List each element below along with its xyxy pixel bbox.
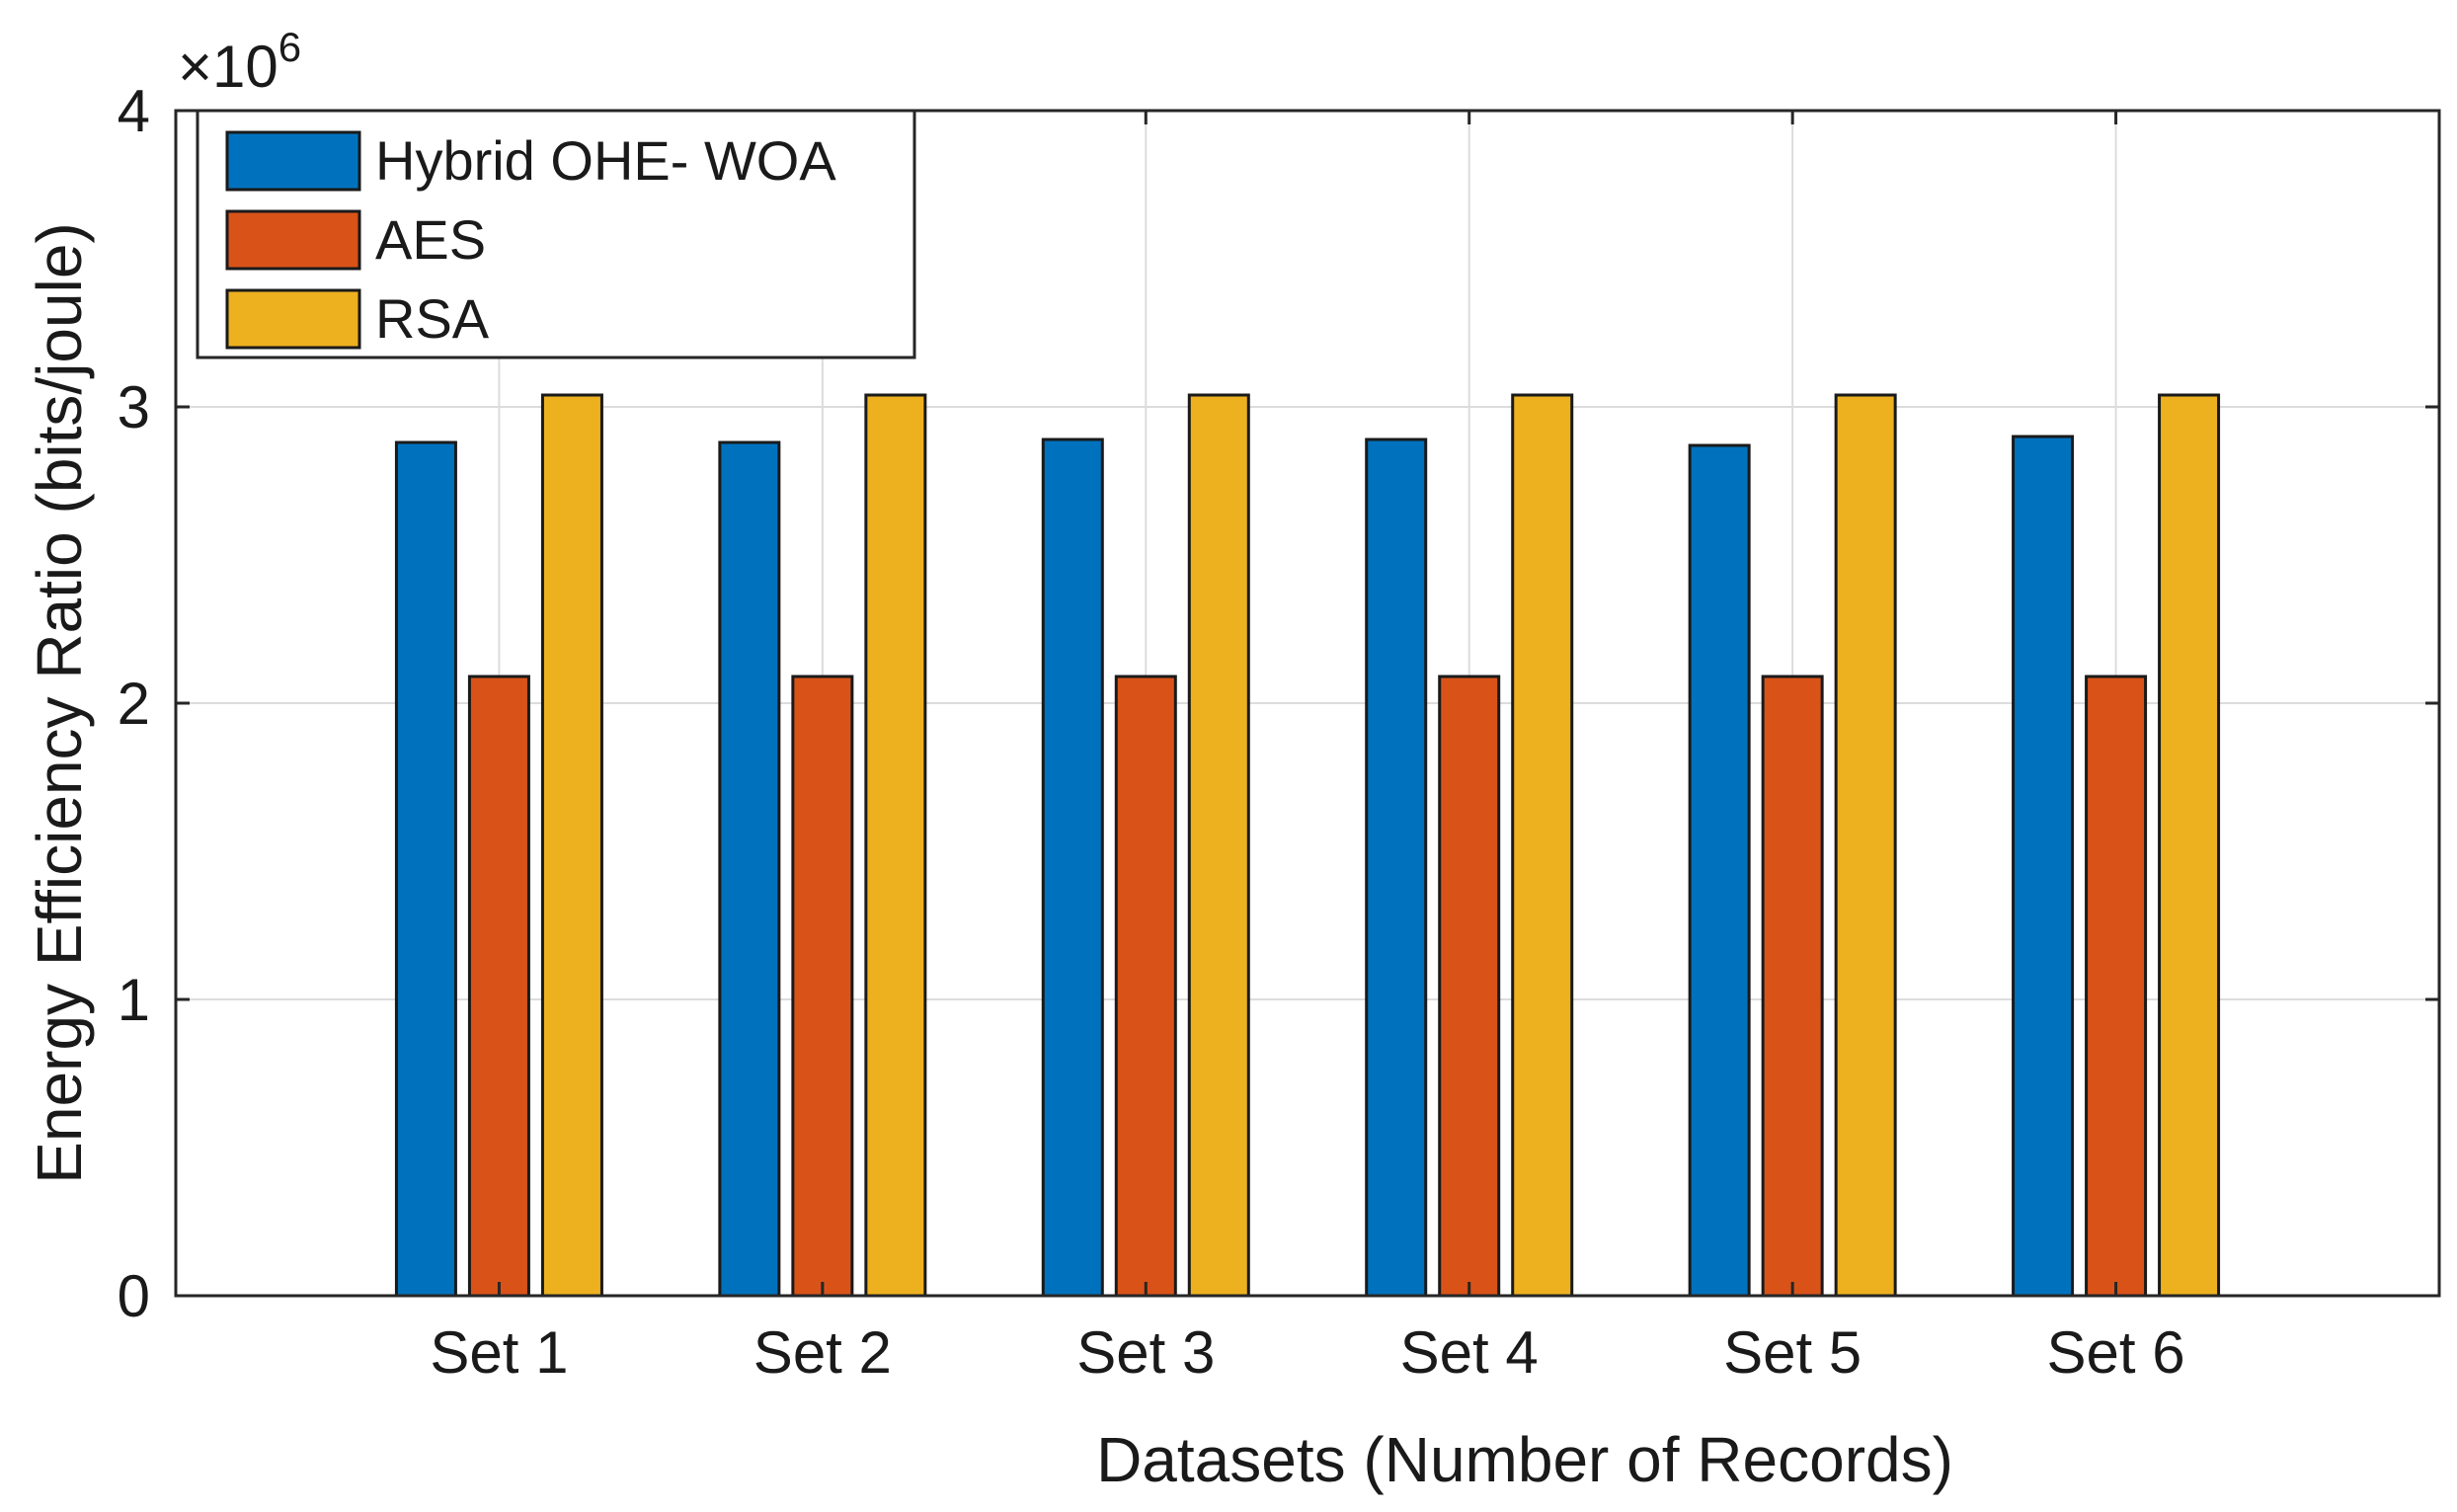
legend-label: RSA <box>375 287 490 350</box>
bar-aes-set-4 <box>1438 675 1501 1298</box>
bar-aes-set-5 <box>1761 675 1824 1298</box>
bar-rsa-set-4 <box>1511 393 1574 1298</box>
legend-swatch <box>225 288 361 350</box>
legend-swatch <box>225 130 361 192</box>
x-tick-label: Set 4 <box>1400 1319 1539 1386</box>
bar-hybrid-ohe-woa-set-3 <box>1041 438 1104 1298</box>
x-tick-label: Set 6 <box>2047 1319 2185 1386</box>
legend-label: Hybrid OHE- WOA <box>375 129 836 192</box>
x-axis-label: Datasets (Number of Records) <box>1096 1424 1953 1495</box>
bar-hybrid-ohe-woa-set-6 <box>2012 435 2075 1298</box>
y-axis-label: Energy Efficiency Ratio (bits/joule) <box>24 222 95 1183</box>
legend: Hybrid OHE- WOA AES RSA <box>196 109 916 359</box>
x-tick-label: Set 5 <box>1723 1319 1862 1386</box>
bar-rsa-set-5 <box>1834 393 1897 1298</box>
bar-rsa-set-2 <box>864 393 927 1298</box>
bar-rsa-set-6 <box>2158 393 2221 1298</box>
bars <box>394 393 2221 1298</box>
x-tick-label: Set 2 <box>753 1319 892 1386</box>
y-tick-label: 3 <box>118 374 150 440</box>
y-axis-exponent-power: 6 <box>278 24 301 70</box>
axes: 0 1 2 3 4 Set 1 Set 2 Set 3 Set 4 Set 5 Set 6 <box>118 78 2439 1386</box>
bar-hybrid-ohe-woa-set-2 <box>718 440 781 1298</box>
legend-swatch <box>225 209 361 271</box>
x-tick-label: Set 3 <box>1076 1319 1215 1386</box>
bar-aes-set-6 <box>2085 675 2148 1298</box>
y-tick-label: 0 <box>118 1263 150 1329</box>
bar-rsa-set-1 <box>540 393 603 1298</box>
y-tick-label: 1 <box>118 967 150 1033</box>
bar-hybrid-ohe-woa-set-1 <box>394 440 457 1298</box>
bar-rsa-set-3 <box>1187 393 1250 1298</box>
x-tick-label: Set 1 <box>430 1319 568 1386</box>
bar-aes-set-2 <box>791 675 854 1298</box>
bar-hybrid-ohe-woa-set-5 <box>1688 443 1751 1298</box>
y-axis-exponent: ×106 <box>178 24 301 100</box>
y-axis-exponent-base: ×10 <box>178 34 278 100</box>
legend-label: AES <box>375 208 486 271</box>
bar-aes-set-1 <box>467 675 530 1298</box>
bar-hybrid-ohe-woa-set-4 <box>1365 438 1428 1298</box>
y-tick-label: 4 <box>118 78 150 144</box>
bar-aes-set-3 <box>1114 675 1177 1298</box>
y-tick-label: 2 <box>118 671 150 737</box>
